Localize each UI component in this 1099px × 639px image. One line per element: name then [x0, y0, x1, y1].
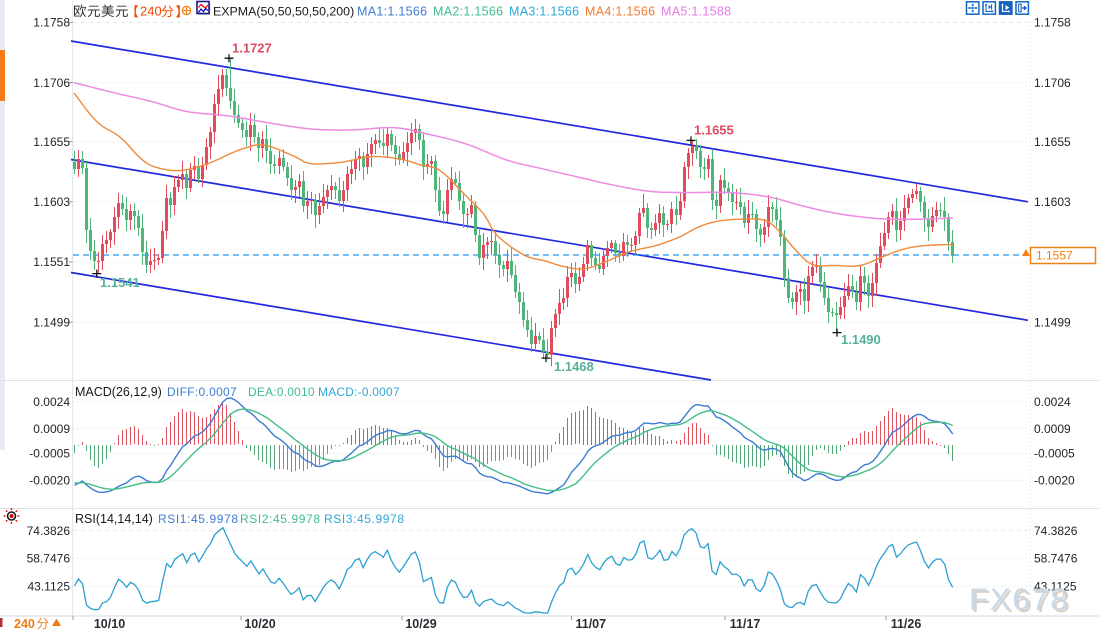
svg-text:1.1499: 1.1499: [33, 315, 70, 329]
svg-text:1.1551: 1.1551: [33, 255, 70, 269]
svg-text:EXPMA(50,50,50,50,200): EXPMA(50,50,50,50,200): [213, 5, 354, 19]
svg-text:FX678: FX678: [969, 581, 1069, 617]
svg-text:10/29: 10/29: [405, 617, 436, 631]
svg-text:MACD:-0.0007: MACD:-0.0007: [318, 385, 400, 399]
svg-text:11/26: 11/26: [891, 617, 922, 631]
svg-text:1.1468: 1.1468: [554, 359, 594, 374]
svg-text:1.1655: 1.1655: [1034, 135, 1071, 149]
svg-text:0.0024: 0.0024: [1034, 395, 1071, 409]
svg-text:1.1706: 1.1706: [33, 76, 70, 90]
svg-text:74.3826: 74.3826: [1034, 524, 1078, 538]
svg-text:RSI2:45.9978: RSI2:45.9978: [240, 512, 321, 526]
svg-text:-0.0005: -0.0005: [29, 447, 70, 461]
svg-text:1.1758: 1.1758: [33, 16, 70, 30]
svg-text:RSI3:45.9978: RSI3:45.9978: [324, 512, 405, 526]
svg-text:58.7476: 58.7476: [27, 552, 71, 566]
svg-text:1.1541: 1.1541: [100, 275, 140, 290]
svg-text:11/17: 11/17: [730, 617, 761, 631]
svg-text:MA4:1.1566: MA4:1.1566: [585, 5, 655, 19]
svg-text:0.0009: 0.0009: [1034, 422, 1071, 436]
svg-text:MA5:1.1588: MA5:1.1588: [661, 5, 731, 19]
svg-text:1.1727: 1.1727: [232, 41, 272, 56]
svg-text:MACD(26,12,9): MACD(26,12,9): [75, 385, 162, 399]
svg-text:240: 240: [140, 4, 162, 19]
svg-text:MA1:1.1566: MA1:1.1566: [357, 5, 427, 19]
svg-text:MA2:1.1566: MA2:1.1566: [433, 5, 503, 19]
svg-text:1.1557: 1.1557: [1036, 249, 1073, 263]
svg-text:43.1125: 43.1125: [1034, 579, 1077, 593]
svg-text:RSI(14,14,14): RSI(14,14,14): [75, 512, 153, 526]
svg-text:0.0024: 0.0024: [33, 395, 70, 409]
svg-text:1.1490: 1.1490: [841, 332, 881, 347]
svg-text:58.7476: 58.7476: [1034, 552, 1078, 566]
svg-text:240: 240: [14, 617, 35, 631]
svg-text:0.0009: 0.0009: [33, 422, 70, 436]
svg-text:10/20: 10/20: [244, 617, 275, 631]
svg-text:MA3:1.1566: MA3:1.1566: [509, 5, 579, 19]
svg-text:1.1706: 1.1706: [1034, 76, 1071, 90]
svg-text:-0.0020: -0.0020: [29, 473, 70, 487]
svg-text:DEA:0.0010: DEA:0.0010: [248, 385, 315, 399]
svg-text:1.1758: 1.1758: [1034, 16, 1071, 30]
svg-text:74.3826: 74.3826: [27, 524, 71, 538]
svg-text:11/07: 11/07: [576, 617, 607, 631]
svg-text:1.1655: 1.1655: [33, 135, 70, 149]
svg-text:RSI1:45.9978: RSI1:45.9978: [158, 512, 239, 526]
svg-text:-0.0020: -0.0020: [1034, 473, 1075, 487]
svg-text:1.1603: 1.1603: [33, 195, 70, 209]
svg-text:1.1603: 1.1603: [1034, 195, 1071, 209]
svg-text:43.1125: 43.1125: [28, 579, 71, 593]
svg-text:-0.0005: -0.0005: [1034, 447, 1075, 461]
svg-text:FX678: FX678: [971, 583, 1071, 619]
svg-text:DIFF:0.0007: DIFF:0.0007: [167, 385, 237, 399]
svg-text:1.1655: 1.1655: [694, 123, 734, 138]
svg-text:1.1499: 1.1499: [1034, 315, 1071, 329]
svg-text:10/10: 10/10: [94, 617, 125, 631]
